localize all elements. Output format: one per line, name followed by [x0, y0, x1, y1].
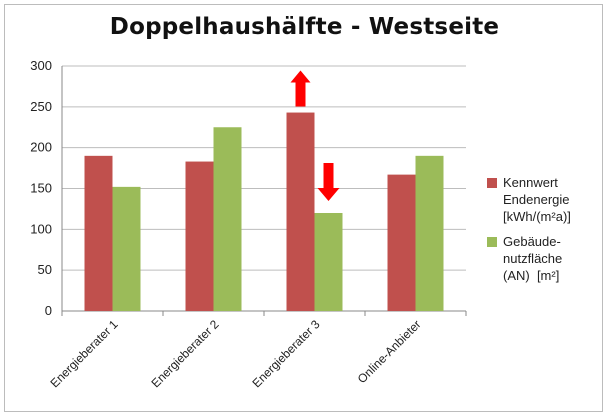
x-category-label: Online-Anbieter [355, 317, 424, 386]
y-tick-label: 150 [30, 181, 52, 196]
y-tick-label: 300 [30, 58, 52, 73]
legend-swatch-nutzflaeche [487, 237, 497, 247]
y-tick-label: 100 [30, 221, 52, 236]
legend-swatch-endenergie [487, 178, 497, 188]
y-tick-label: 50 [38, 262, 52, 277]
legend-label-nutzflaeche: Gebäude- nutzfläche (AN) [m²] [503, 234, 563, 283]
bar-nutzflaeche-4 [415, 155, 444, 311]
bar-nutzflaeche-3 [314, 213, 343, 311]
x-category-label: Energieberater 2 [149, 317, 222, 390]
x-category-label: Energieberater 3 [250, 317, 323, 390]
bar-endenergie-2 [185, 161, 214, 311]
bar-nutzflaeche-1 [112, 186, 141, 311]
bar-endenergie-1 [84, 155, 113, 311]
bar-endenergie-4 [387, 174, 416, 311]
up-arrow-icon [290, 70, 311, 107]
bar-nutzflaeche-2 [213, 127, 242, 311]
bar-endenergie-3 [286, 112, 315, 311]
y-tick-label: 200 [30, 140, 52, 155]
legend-label-endenergie: Kennwert Endenergie [kWh/(m²a)] [503, 175, 571, 224]
x-category-label: Energieberater 1 [48, 317, 121, 390]
y-tick-label: 250 [30, 99, 52, 114]
chart-title: Doppelhaushälfte - Westseite [109, 14, 500, 40]
legend-item-endenergie: Kennwert Endenergie [kWh/(m²a)] [487, 174, 605, 225]
legend-item-nutzflaeche: Gebäude- nutzfläche (AN) [m²] [487, 233, 605, 284]
down-arrow-icon [317, 163, 340, 201]
y-tick-label: 0 [45, 303, 52, 318]
legend: Kennwert Endenergie [kWh/(m²a)] Gebäude-… [487, 174, 605, 292]
